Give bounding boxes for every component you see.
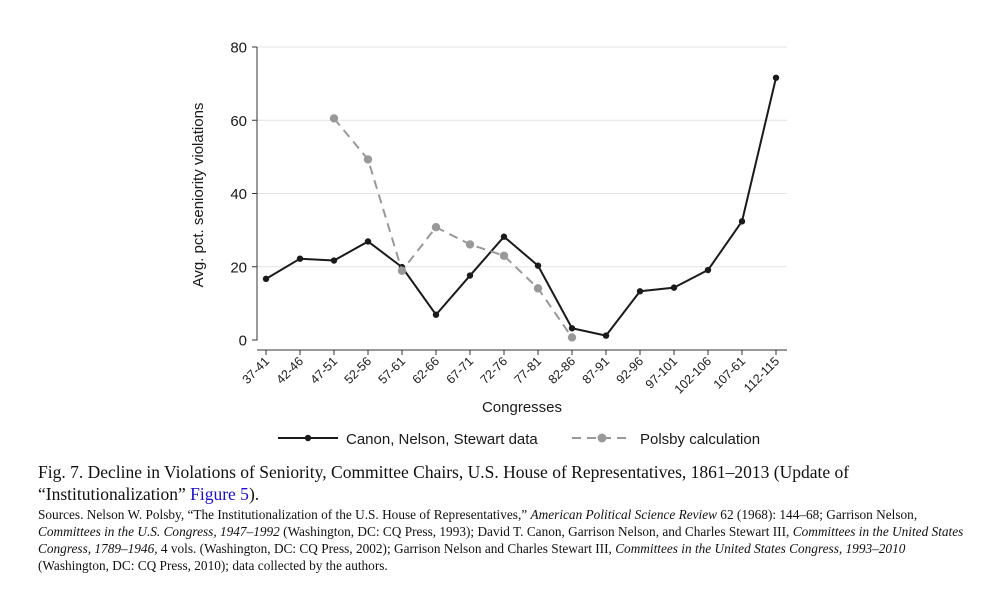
figure-link[interactable]: Figure 5 bbox=[190, 484, 249, 504]
data-point-polsby bbox=[329, 114, 339, 123]
data-point-polsby bbox=[465, 240, 475, 249]
series-layer bbox=[262, 74, 780, 342]
x-tick-label: 42-46 bbox=[274, 354, 307, 387]
x-tick-label: 87-91 bbox=[580, 354, 613, 387]
caption-title: Fig. 7. Decline in Violations of Seniori… bbox=[38, 461, 968, 505]
caption-title-end: ). bbox=[248, 484, 260, 504]
data-point-canon bbox=[568, 325, 576, 332]
x-tick-label: 82-86 bbox=[546, 354, 579, 387]
data-point-canon bbox=[772, 74, 780, 81]
source-text: 62 (1968): 144–68; Garrison Nelson, bbox=[716, 507, 918, 522]
data-point-canon bbox=[602, 332, 610, 339]
axis-layer: 0 20 40 60 80 37-41 42-46 47-51 52-56 57-61 62-66 6… bbox=[230, 40, 787, 397]
line-chart: 0 20 40 60 80 37-41 42-46 47-51 52-56 57-61 62-66 6… bbox=[190, 40, 787, 448]
source-journal-title: American Political Science Review bbox=[530, 507, 717, 522]
data-point-polsby bbox=[363, 155, 373, 164]
legend: Canon, Nelson, Stewart data Polsby calcu… bbox=[278, 431, 760, 448]
data-point-canon bbox=[704, 266, 712, 274]
caption-sources: Sources. Nelson W. Polsby, “The Institut… bbox=[38, 506, 968, 574]
x-tick-label: 72-76 bbox=[478, 354, 511, 387]
x-tick-label: 57-61 bbox=[376, 354, 409, 387]
legend-label-canon: Canon, Nelson, Stewart data bbox=[346, 431, 538, 448]
source-book-title: Committees in the United States Congress… bbox=[38, 524, 964, 556]
figure-caption: Fig. 7. Decline in Violations of Seniori… bbox=[38, 461, 968, 574]
y-tick-label: 60 bbox=[230, 113, 247, 130]
data-point-polsby bbox=[499, 251, 509, 260]
x-tick-label: 92-96 bbox=[614, 354, 647, 387]
source-text: 4 vols. (Washington, DC: CQ Press, 2002)… bbox=[157, 541, 616, 556]
data-point-canon bbox=[432, 311, 440, 318]
series-line-canon bbox=[265, 77, 777, 337]
series-line-polsby bbox=[333, 117, 573, 339]
data-point-canon bbox=[500, 233, 508, 240]
data-point-canon bbox=[636, 288, 644, 295]
x-tick-label: 77-81 bbox=[512, 354, 545, 387]
data-point-canon bbox=[534, 262, 542, 269]
source-book-title: Committees in the United States Congress… bbox=[615, 541, 906, 556]
data-point-canon bbox=[466, 272, 474, 279]
legend-marker-polsby bbox=[597, 433, 607, 443]
data-point-canon bbox=[330, 257, 338, 264]
data-point-canon bbox=[296, 255, 304, 262]
data-point-polsby bbox=[431, 222, 441, 232]
source-book-title: Committees in the U.S. Congress, 1947–19… bbox=[38, 524, 280, 539]
data-point-canon bbox=[262, 275, 270, 283]
data-point-canon bbox=[364, 238, 372, 245]
source-text: (Washington, DC: CQ Press, 2010); data c… bbox=[38, 558, 388, 573]
source-text: Sources. Nelson W. Polsby, “The Institut… bbox=[38, 507, 531, 522]
y-tick-label: 0 bbox=[239, 333, 247, 350]
data-point-canon bbox=[738, 218, 746, 225]
y-tick-label: 80 bbox=[230, 40, 247, 57]
x-tick-label: 67-71 bbox=[444, 354, 477, 387]
x-tick-label: 112-115 bbox=[741, 354, 782, 395]
data-point-polsby bbox=[533, 284, 543, 293]
x-tick-label: 102-106 bbox=[672, 354, 714, 396]
y-axis-label: Avg. pct. seniority violations bbox=[190, 103, 207, 288]
grid-layer bbox=[257, 46, 787, 268]
caption-title-text: Fig. 7. Decline in Violations of Seniori… bbox=[38, 462, 850, 504]
x-tick-label: 62-66 bbox=[410, 354, 443, 387]
data-point-canon bbox=[670, 284, 678, 291]
source-text: (Washington, DC: CQ Press, 1993); David … bbox=[279, 524, 793, 539]
data-point-polsby bbox=[567, 333, 577, 342]
x-tick-label: 47-51 bbox=[308, 354, 341, 387]
x-tick-label: 37-41 bbox=[240, 354, 273, 387]
legend-marker-canon bbox=[304, 434, 312, 442]
x-axis-label: Congresses bbox=[482, 399, 562, 416]
y-tick-label: 20 bbox=[230, 259, 247, 276]
legend-label-polsby: Polsby calculation bbox=[640, 431, 760, 448]
x-tick-label: 52-56 bbox=[342, 354, 375, 387]
data-point-polsby bbox=[397, 266, 407, 275]
y-tick-label: 40 bbox=[230, 186, 247, 203]
